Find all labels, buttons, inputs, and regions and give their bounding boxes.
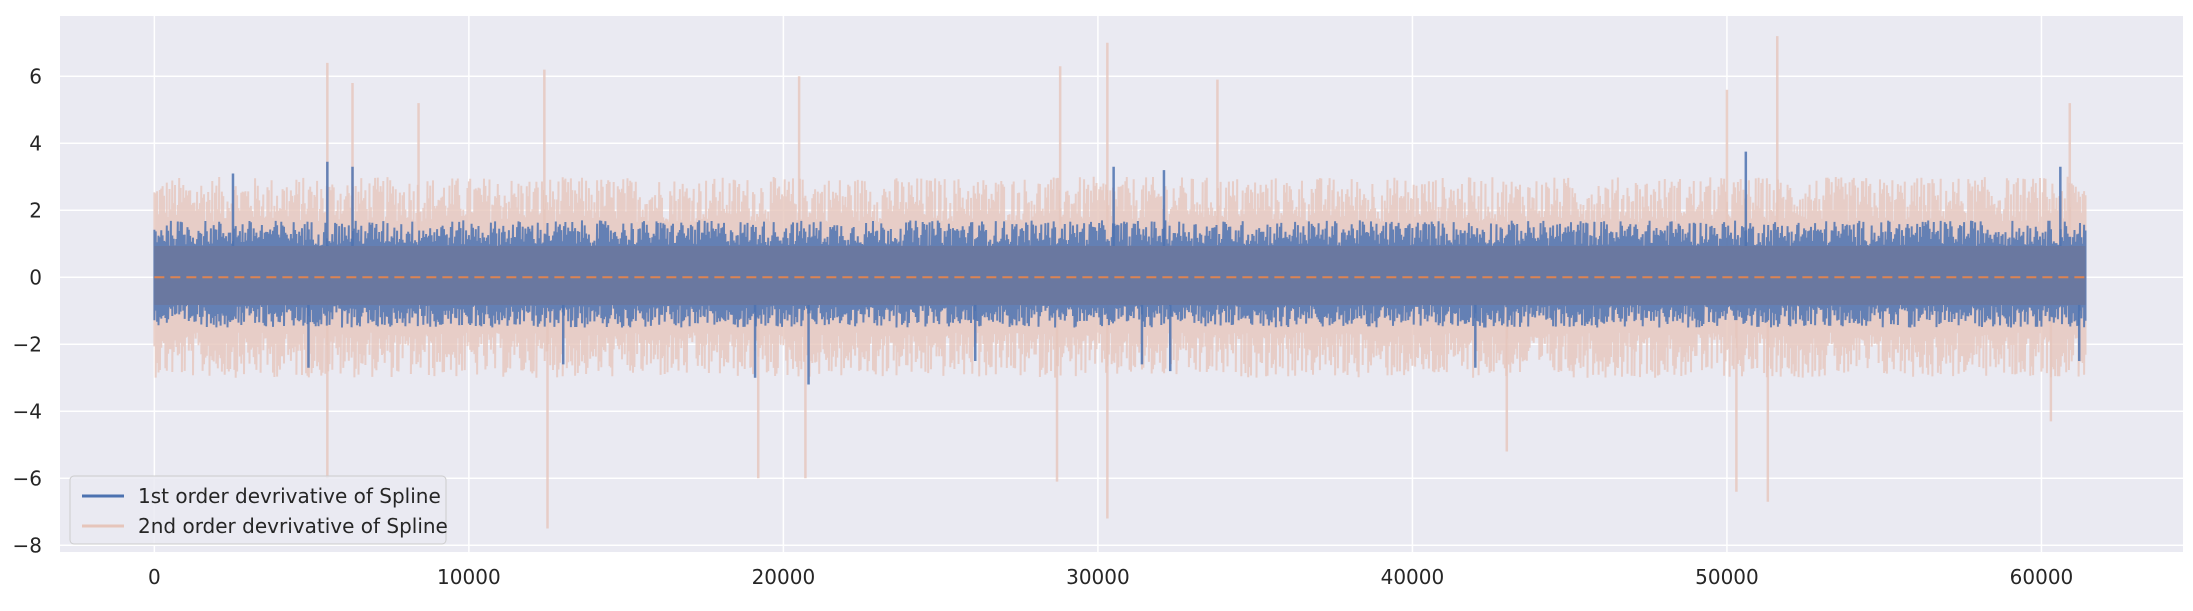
x-tick-label: 30000: [1066, 565, 1130, 589]
x-tick-label: 60000: [2010, 565, 2074, 589]
y-tick-label: −4: [13, 399, 42, 423]
y-tick-label: 0: [29, 265, 42, 289]
x-tick-label: 0: [148, 565, 161, 589]
y-tick-label: −2: [13, 332, 42, 356]
series-1st-derivative: [153, 151, 2087, 385]
y-tick-label: −6: [13, 466, 42, 490]
legend-label-series-1: 1st order devrivative of Spline: [138, 484, 441, 508]
y-tick-label: 6: [29, 64, 42, 88]
x-tick-label: 20000: [752, 565, 816, 589]
x-axis-ticks: 0 10000 20000 30000 40000 50000 60000: [148, 565, 2073, 589]
y-tick-label: 4: [29, 131, 42, 155]
legend: 1st order devrivative of Spline 2nd orde…: [69, 475, 448, 545]
x-tick-label: 40000: [1381, 565, 1445, 589]
legend-box: [69, 475, 447, 545]
y-tick-label: −8: [13, 533, 42, 557]
series-1-dense-band: [154, 245, 2086, 305]
x-tick-label: 10000: [437, 565, 501, 589]
legend-label-series-2: 2nd order devrivative of Spline: [138, 514, 448, 538]
y-axis-ticks: −8 −6 −4 −2 0 2 4 6: [13, 64, 42, 557]
y-tick-label: 2: [29, 198, 42, 222]
x-tick-label: 50000: [1695, 565, 1759, 589]
